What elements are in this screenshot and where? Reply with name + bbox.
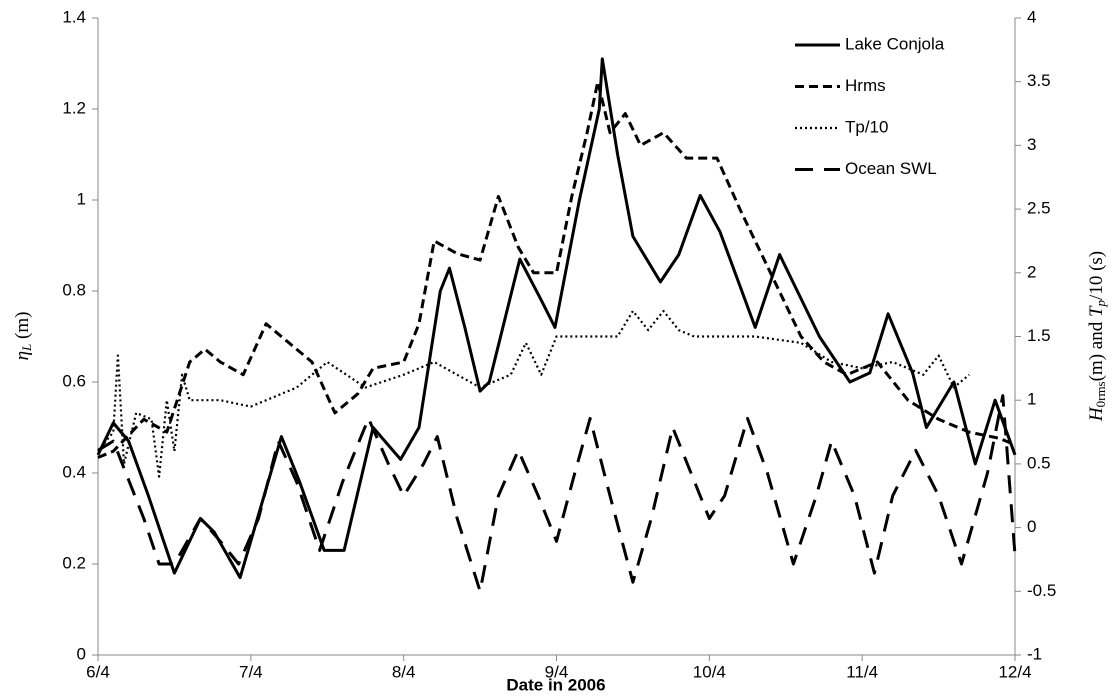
legend-label: Hrms bbox=[845, 76, 886, 95]
legend-label: Tp/10 bbox=[845, 117, 888, 136]
y2-label-part: /10 (s) bbox=[1086, 251, 1107, 300]
y2-tick-label: 1.5 bbox=[1027, 326, 1051, 345]
y-tick-label: 1.4 bbox=[62, 7, 86, 26]
y2-label-part: (m) and bbox=[1086, 317, 1107, 381]
y-tick-label: 0.8 bbox=[62, 280, 86, 299]
y2-tick-label: 2.5 bbox=[1027, 199, 1051, 218]
legend-label: Ocean SWL bbox=[845, 159, 937, 178]
y2-axis-label: H0rms(m) and Tp/10 (s) bbox=[1086, 251, 1108, 422]
y2-tick-label: 0 bbox=[1027, 517, 1036, 536]
y2-tick-label: 3 bbox=[1027, 135, 1036, 154]
series-line bbox=[97, 309, 970, 478]
y-label-part: η bbox=[12, 351, 33, 360]
legend-label: Lake Conjola bbox=[845, 34, 945, 53]
y-tick-label: 0 bbox=[77, 644, 86, 663]
x-axis-label: Date in 2006 bbox=[506, 675, 605, 694]
y2-tick-label: 2 bbox=[1027, 262, 1036, 281]
x-tick-label: 11/4 bbox=[846, 662, 878, 681]
y-label-part: L bbox=[19, 344, 34, 352]
y2-label-part: p bbox=[1093, 299, 1108, 307]
y-tick-label: 1 bbox=[77, 189, 86, 208]
series-line bbox=[97, 80, 1016, 459]
y-tick-label: 0.6 bbox=[62, 371, 86, 390]
y-tick-label: 0.4 bbox=[62, 462, 86, 481]
x-tick-label: 8/4 bbox=[392, 662, 416, 681]
y-tick-label: 1.2 bbox=[62, 98, 86, 117]
y-tick-label: 0.2 bbox=[62, 553, 86, 572]
x-tick-label: 10/4 bbox=[693, 662, 726, 681]
x-tick-label: 9/4 bbox=[545, 662, 569, 681]
series-line bbox=[96, 57, 1017, 580]
y2-tick-label: 0.5 bbox=[1027, 453, 1051, 472]
y2-tick-label: 4 bbox=[1027, 7, 1036, 26]
y2-label-part: 0rms bbox=[1093, 381, 1108, 407]
y2-label-part: T bbox=[1086, 305, 1107, 317]
y2-tick-label: 1 bbox=[1027, 390, 1036, 409]
y2-label-part: H bbox=[1086, 406, 1107, 422]
y2-tick-label: 3.5 bbox=[1027, 71, 1051, 90]
x-tick-label: 7/4 bbox=[239, 662, 263, 681]
y2-tick-label: -1 bbox=[1027, 644, 1042, 663]
y2-tick-label: -0.5 bbox=[1027, 581, 1056, 600]
x-tick-label: 6/4 bbox=[86, 662, 110, 681]
y-label-part: (m) bbox=[12, 312, 33, 344]
series-line bbox=[97, 394, 1017, 593]
y-axis-label: ηL (m) bbox=[12, 312, 34, 361]
x-tick-label: 12/4 bbox=[998, 662, 1031, 681]
